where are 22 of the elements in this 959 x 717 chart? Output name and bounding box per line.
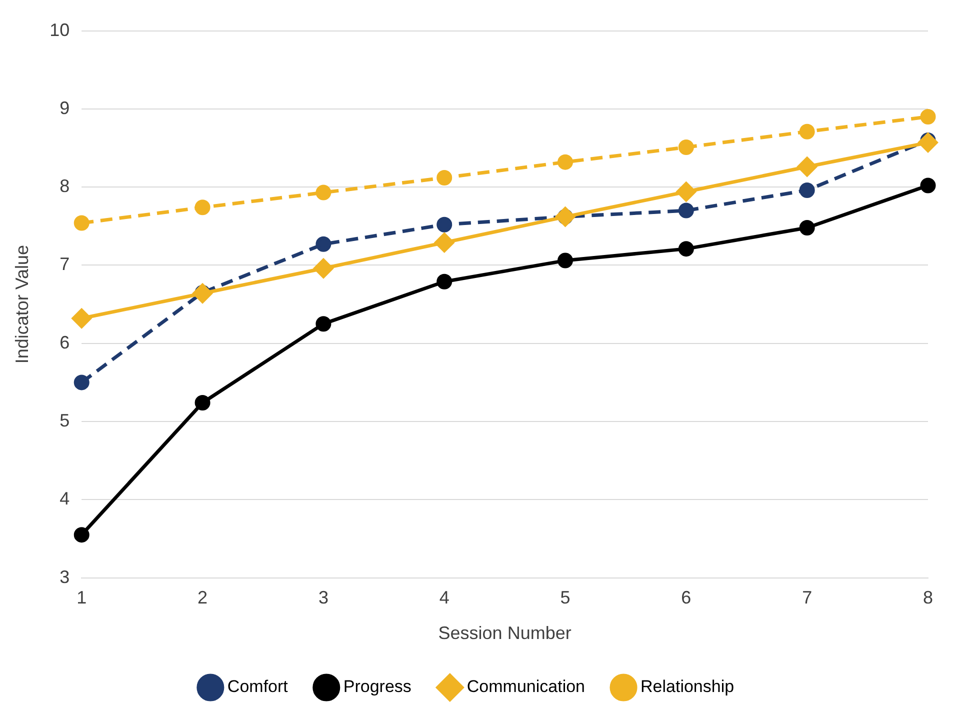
x-tick-label: 7	[802, 588, 812, 608]
y-tick-label: 5	[60, 410, 70, 430]
y-tick-label: 10	[50, 20, 70, 40]
legend-label: Communication	[466, 677, 586, 696]
x-tick-label: 1	[76, 588, 87, 608]
y-tick-label: 3	[60, 566, 70, 587]
y-tick-label: 8	[60, 176, 70, 196]
y-axis-title: Indicator Value	[12, 244, 32, 364]
x-tick-label: 5	[560, 588, 570, 608]
legend-label: Comfort	[227, 677, 288, 696]
x-tick-label: 8	[922, 588, 934, 608]
x-tick-label: 4	[439, 588, 450, 608]
x-tick-label: 3	[318, 588, 328, 608]
y-tick-label: 4	[60, 488, 70, 509]
y-tick-label: 6	[60, 332, 70, 352]
x-axis-title: Session Number	[438, 623, 572, 644]
y-tick-label: 9	[60, 98, 70, 118]
y-tick-label: 7	[60, 254, 70, 274]
legend-label: Progress	[343, 677, 412, 696]
x-tick-label: 2	[198, 588, 208, 608]
legend-label: Relationship	[640, 677, 734, 696]
x-tick-label: 6	[681, 588, 692, 608]
